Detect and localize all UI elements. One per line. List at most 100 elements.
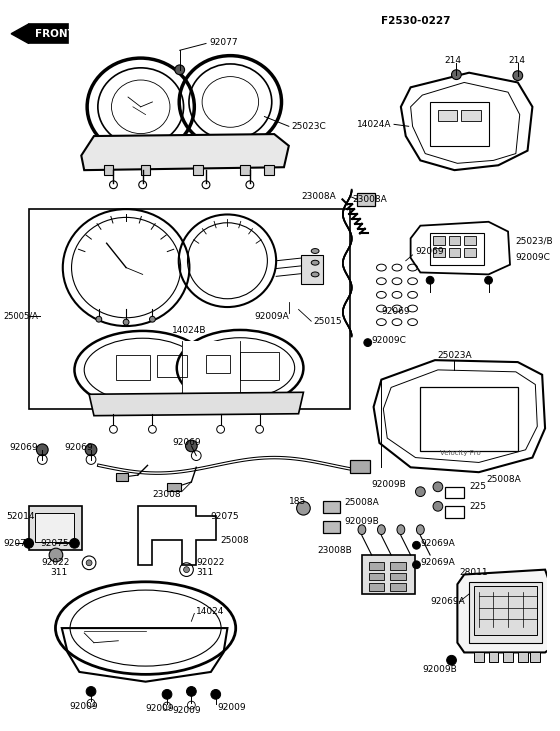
Text: 92069: 92069 (416, 246, 444, 256)
Circle shape (150, 317, 155, 322)
Text: 25023/B: 25023/B (516, 237, 553, 246)
Text: 92075: 92075 (40, 539, 69, 548)
Bar (323, 501, 340, 513)
Bar (167, 483, 181, 491)
Bar (445, 507, 464, 518)
Bar (116, 355, 151, 379)
Text: 14024B: 14024B (172, 327, 207, 336)
Circle shape (217, 425, 225, 433)
Bar (469, 583, 542, 643)
Circle shape (175, 65, 185, 75)
Bar (449, 248, 460, 257)
Bar (104, 165, 114, 175)
Polygon shape (11, 24, 29, 43)
Circle shape (413, 542, 421, 549)
Circle shape (513, 71, 522, 80)
Text: 92069: 92069 (172, 439, 200, 447)
Bar (390, 583, 406, 591)
Text: 92009: 92009 (146, 705, 174, 713)
Circle shape (186, 686, 196, 697)
Text: 92069: 92069 (381, 307, 410, 316)
Circle shape (184, 567, 189, 572)
Text: 52014: 52014 (6, 512, 35, 520)
Bar (390, 562, 406, 569)
Circle shape (96, 317, 102, 322)
Circle shape (447, 656, 456, 665)
Text: 311: 311 (196, 568, 213, 577)
Ellipse shape (311, 272, 319, 277)
Ellipse shape (397, 525, 405, 534)
Text: 92009B: 92009B (371, 480, 406, 489)
Bar (181, 341, 240, 399)
Circle shape (413, 561, 421, 569)
Circle shape (123, 319, 129, 325)
Circle shape (433, 501, 443, 511)
Text: Velocity Pro: Velocity Pro (440, 450, 480, 455)
Bar (116, 473, 128, 481)
Text: 92069A: 92069A (421, 539, 455, 548)
Text: 92009: 92009 (218, 703, 246, 713)
Text: 92022: 92022 (196, 558, 225, 567)
Bar (368, 583, 384, 591)
Bar (368, 572, 384, 580)
Text: 23008A: 23008A (352, 195, 387, 204)
Bar (141, 165, 151, 175)
Bar (240, 165, 250, 175)
Circle shape (364, 338, 372, 346)
Bar (362, 555, 416, 594)
Bar (449, 236, 460, 245)
Bar (474, 586, 537, 635)
Bar (350, 460, 370, 473)
Circle shape (85, 444, 97, 455)
Bar (488, 653, 498, 662)
Bar (357, 192, 375, 206)
Bar (35, 513, 74, 542)
Text: 92009B: 92009B (344, 518, 379, 526)
Bar (430, 102, 488, 145)
Bar (433, 236, 445, 245)
Circle shape (49, 548, 63, 562)
Text: F2530-0227: F2530-0227 (381, 16, 451, 26)
Text: 14024: 14024 (196, 607, 225, 616)
Text: 25023C: 25023C (292, 122, 326, 131)
Circle shape (185, 440, 197, 452)
Bar (464, 248, 476, 257)
Text: 92075: 92075 (211, 512, 240, 520)
Bar (503, 653, 513, 662)
Text: 25008A: 25008A (487, 474, 521, 483)
Text: 92009B: 92009B (422, 665, 457, 675)
Circle shape (110, 425, 118, 433)
Bar (518, 653, 528, 662)
Text: 25008A: 25008A (344, 498, 379, 507)
Bar (390, 572, 406, 580)
Circle shape (484, 276, 492, 284)
Bar (433, 248, 445, 257)
Text: 92069A: 92069A (430, 597, 465, 606)
Bar (368, 562, 384, 569)
Text: 28011: 28011 (459, 568, 488, 577)
Text: 92069: 92069 (9, 443, 38, 452)
Text: 92022: 92022 (41, 558, 69, 567)
Circle shape (256, 425, 264, 433)
Circle shape (211, 689, 221, 700)
Text: 23008A: 23008A (301, 192, 336, 201)
Bar (29, 209, 350, 409)
Text: 92009: 92009 (172, 706, 200, 716)
Bar (264, 165, 274, 175)
Bar (193, 165, 203, 175)
Text: 225: 225 (469, 482, 486, 491)
Circle shape (162, 689, 172, 700)
Ellipse shape (358, 525, 366, 534)
Text: 92077: 92077 (209, 38, 237, 47)
Bar (530, 653, 540, 662)
Circle shape (451, 69, 461, 80)
Bar (421, 387, 518, 451)
Text: 25015: 25015 (313, 317, 342, 326)
Bar (157, 355, 186, 376)
Bar (206, 355, 230, 373)
Text: 25005/A: 25005/A (3, 312, 38, 321)
Text: 311: 311 (50, 568, 68, 577)
Bar (461, 110, 481, 121)
Bar (29, 507, 82, 550)
Polygon shape (458, 569, 552, 653)
